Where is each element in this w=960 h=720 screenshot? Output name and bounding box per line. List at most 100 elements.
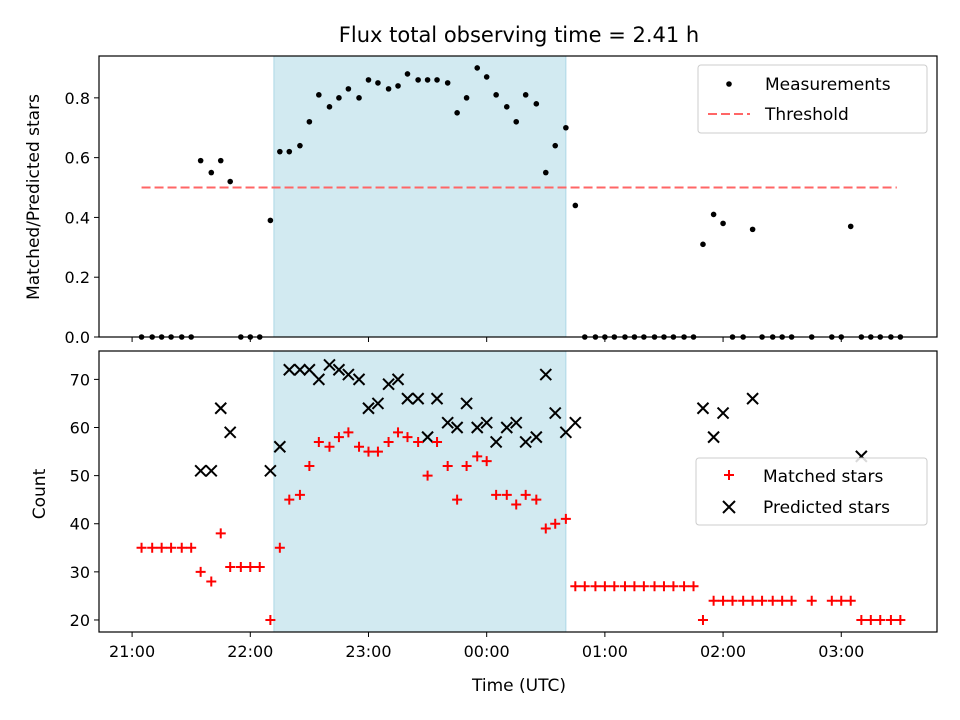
predicted-star-point xyxy=(480,416,493,429)
matched-star-point xyxy=(609,581,620,592)
measurement-point xyxy=(415,77,421,83)
matched-star-point xyxy=(186,542,197,553)
measurement-point xyxy=(208,169,215,176)
matched-star-point xyxy=(452,494,463,505)
measurement-point xyxy=(513,118,520,125)
predicted-star-point xyxy=(401,392,414,405)
measurement-point xyxy=(552,142,559,149)
y-tick-label-bottom: 30 xyxy=(70,563,90,582)
predicted-star-point xyxy=(569,416,582,429)
y-tick-label-top: 0.4 xyxy=(65,208,90,227)
legend-bottom-frame xyxy=(695,457,928,526)
legend-matched-label: Matched stars xyxy=(763,467,883,487)
legend-top-frame xyxy=(697,64,928,134)
matched-star-point xyxy=(836,595,847,606)
matched-star-point xyxy=(166,542,177,553)
measurement-point xyxy=(700,241,706,248)
shaded-region-bottom xyxy=(273,351,566,632)
measurement-point xyxy=(720,220,726,227)
matched-star-point xyxy=(688,581,699,592)
predicted-star-point xyxy=(352,373,366,386)
predicted-star-point xyxy=(519,435,532,449)
matched-star-point xyxy=(767,595,778,606)
measurement-point xyxy=(227,178,233,185)
predicted-star-point xyxy=(264,464,277,478)
x-tick-label: 01:00 xyxy=(582,642,628,661)
predicted-star-point xyxy=(223,426,237,439)
matched-star-point xyxy=(274,542,285,553)
panel-bottom: 20 30 40 50 60 70 21:00 22:00 23:00 00:00 01:00 02… xyxy=(30,350,938,696)
matched-star-point xyxy=(354,441,365,452)
matched-star-point xyxy=(786,595,797,606)
predicted-star-point xyxy=(303,363,316,376)
matched-star-point xyxy=(658,581,669,592)
matched-star-point xyxy=(757,595,768,606)
matched-star-point xyxy=(402,432,413,443)
matched-star-point xyxy=(413,436,424,447)
y-tick-label-top: 0.6 xyxy=(65,149,90,168)
measurement-point xyxy=(267,217,274,224)
predicted-star-point xyxy=(707,430,720,444)
predicted-star-point xyxy=(471,421,484,434)
predicted-star-point xyxy=(391,373,405,386)
measurement-point xyxy=(404,71,411,77)
measurement-point xyxy=(563,124,569,131)
matched-star-point xyxy=(265,614,276,625)
legend-threshold-label: Threshold xyxy=(764,105,849,125)
matched-star-point xyxy=(845,595,856,606)
matched-star-point xyxy=(718,595,729,606)
predicted-star-point xyxy=(342,368,355,381)
chart-title: Flux total observing time = 2.41 h xyxy=(339,23,699,47)
matched-star-point xyxy=(727,595,738,606)
x-tick-label: 00:00 xyxy=(464,642,510,661)
measurement-point xyxy=(424,77,431,83)
predicted-star-point xyxy=(489,435,503,449)
matched-star-point xyxy=(599,581,610,592)
x-tick-label: 23:00 xyxy=(345,642,391,661)
plot-frame-bottom xyxy=(98,350,938,633)
predicted-star-point xyxy=(746,392,759,405)
matched-star-point xyxy=(491,489,502,500)
matched-star-point xyxy=(147,542,158,553)
predicted-stars-series xyxy=(194,358,868,478)
predicted-star-point xyxy=(332,363,346,376)
predicted-star-point xyxy=(293,363,307,376)
legend-bottom: Matched stars Predicted stars xyxy=(695,457,928,526)
legend-predicted-label: Predicted stars xyxy=(763,498,890,518)
matched-star-point xyxy=(235,562,246,573)
y-ticks-top: 0.0 0.2 0.4 0.6 0.8 xyxy=(65,89,99,347)
matched-star-point xyxy=(363,446,374,457)
matched-star-point xyxy=(668,581,679,592)
measurement-point xyxy=(217,157,224,164)
y-tick-label-bottom: 70 xyxy=(70,370,90,389)
predicted-star-point xyxy=(411,392,425,405)
matched-star-point xyxy=(649,581,660,592)
matched-star-point xyxy=(560,513,571,524)
matched-star-point xyxy=(333,432,344,443)
predicted-star-point xyxy=(283,363,296,376)
y-tick-label-bottom: 60 xyxy=(70,419,90,438)
matched-star-point xyxy=(511,499,522,510)
predicted-star-point xyxy=(421,430,434,444)
matched-star-point xyxy=(579,581,590,592)
shaded-region-top xyxy=(273,56,566,337)
matched-star-point xyxy=(225,562,236,573)
measurement-point xyxy=(542,169,549,176)
matched-star-point xyxy=(176,542,187,553)
matched-star-point xyxy=(245,562,256,573)
matched-star-point xyxy=(215,528,226,539)
matched-stars-series xyxy=(136,427,906,625)
measurement-point xyxy=(356,95,362,101)
panel-top: 0.00.20.40.60.8 Matched/Predicted stars … xyxy=(24,55,938,347)
measurement-point xyxy=(483,74,490,80)
matched-star-point xyxy=(432,436,443,447)
predicted-star-point xyxy=(371,397,385,410)
measurement-point xyxy=(395,83,401,89)
legend-matched-marker xyxy=(724,470,734,480)
x-tick-label: 02:00 xyxy=(700,642,746,661)
matched-star-point xyxy=(885,614,896,625)
y-ticks-bottom: 20 30 40 50 60 70 xyxy=(70,370,99,630)
legend-top: Measurements Threshold xyxy=(697,64,928,134)
y-axis-label-bottom: Count xyxy=(30,468,50,519)
